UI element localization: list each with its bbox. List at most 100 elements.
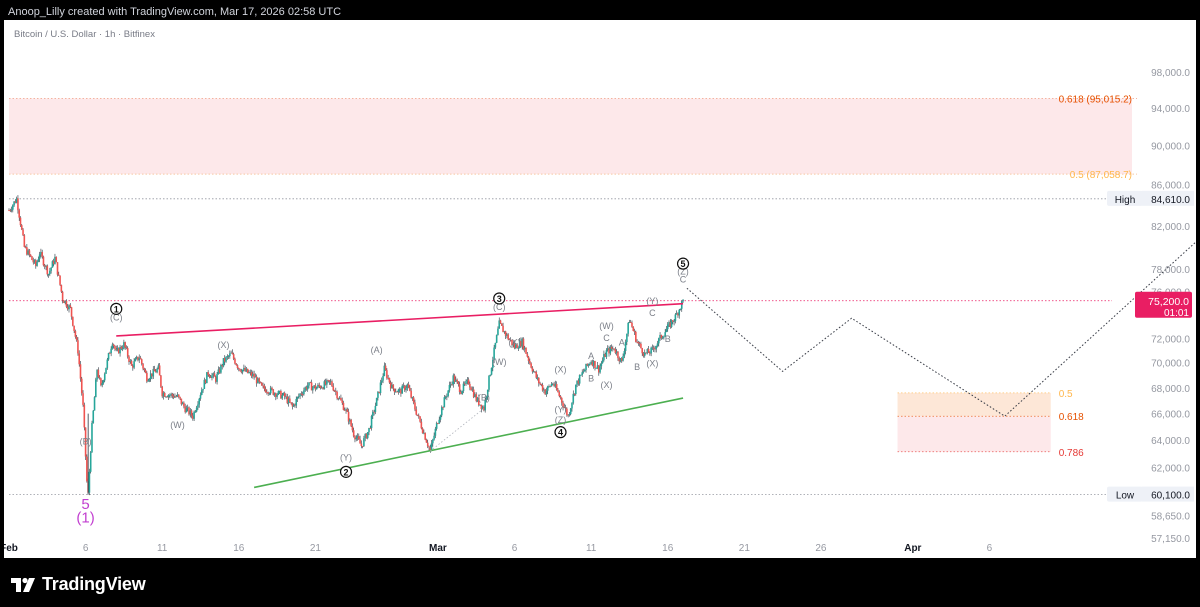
- candle-body: [290, 402, 292, 404]
- candle-body: [13, 201, 15, 206]
- candle-body: [128, 356, 130, 362]
- candle-body: [146, 372, 148, 382]
- candle-body: [396, 391, 398, 393]
- candle-body: [114, 346, 116, 349]
- candle-body: [382, 375, 384, 381]
- candle-body: [254, 376, 257, 378]
- wave-label: B: [634, 362, 640, 372]
- candle-body: [649, 352, 651, 354]
- candle-body: [64, 300, 66, 304]
- candle-body: [416, 414, 419, 416]
- candle-body: [74, 330, 77, 337]
- candle-body: [306, 385, 309, 390]
- candle-body: [68, 305, 70, 310]
- candle-body: [659, 334, 661, 339]
- candle-body: [215, 376, 217, 382]
- candle-body: [417, 415, 420, 417]
- candle-body: [613, 348, 615, 350]
- time-tick-label: 6: [83, 543, 89, 554]
- tradingview-logo-icon: [11, 577, 35, 592]
- candle-body: [628, 322, 631, 323]
- time-tick-label: 6: [512, 543, 518, 554]
- price-axis: 98,000.0 94,000.0 90,000.0 86,000.0 82,000.0…: [1107, 68, 1194, 545]
- wave-label: (X): [555, 365, 567, 375]
- candle-body: [619, 358, 622, 362]
- candle-body: [138, 357, 141, 361]
- current-price-label: 75,200.0: [1148, 296, 1189, 308]
- candle-body: [434, 428, 437, 436]
- candle-body: [156, 368, 158, 373]
- candle-body: [502, 325, 504, 333]
- candle-body: [337, 398, 340, 400]
- candle-body: [581, 372, 584, 375]
- candle-body: [642, 353, 645, 356]
- wave-label: B: [588, 373, 594, 383]
- wave-label: (X): [646, 358, 658, 368]
- candle-body: [493, 347, 495, 360]
- candle-body: [132, 365, 134, 368]
- candle-body: [181, 402, 184, 405]
- candle-body: [622, 356, 624, 361]
- candle-body: [303, 390, 305, 395]
- price-chart[interactable]: Bitcoin / U.S. Dollar · 1h · Bitfinex 0.6…: [4, 20, 1196, 558]
- level-tag-label: Low: [1116, 491, 1135, 502]
- time-axis: Feb 6 11 16 21 Mar 6 11 16 21 26 Apr 6: [4, 543, 993, 554]
- candle-body: [629, 322, 632, 323]
- candle-body: [271, 387, 273, 390]
- candle-body: [227, 356, 230, 357]
- candle-body: [95, 379, 97, 398]
- candle-body: [583, 369, 586, 372]
- candle-body: [668, 322, 670, 325]
- candle-body: [645, 352, 647, 354]
- candle-body: [272, 389, 275, 395]
- candle-body: [372, 411, 374, 417]
- candle-body: [352, 430, 355, 437]
- candle-body: [218, 369, 221, 373]
- candle-body: [498, 320, 501, 329]
- price-tick-label: 98,000.0: [1151, 68, 1190, 79]
- candle-body: [269, 387, 272, 394]
- candle-body: [525, 347, 527, 354]
- candle-body: [223, 358, 226, 362]
- candle-body: [643, 352, 646, 356]
- candle-body: [346, 409, 349, 412]
- candle-body: [244, 367, 246, 372]
- candle-body: [403, 385, 406, 391]
- candle-body: [83, 404, 86, 428]
- chart-panel[interactable]: Bitcoin / U.S. Dollar · 1h · Bitfinex 0.6…: [4, 20, 1196, 558]
- candle-body: [162, 392, 165, 397]
- fib-box-label: 0.786: [1059, 448, 1084, 459]
- time-tick-label: Apr: [904, 543, 921, 554]
- candle-body: [257, 378, 259, 384]
- candle-body: [308, 382, 310, 386]
- wave-label: C: [603, 333, 610, 343]
- candle-body: [248, 372, 250, 374]
- candle-body: [328, 380, 331, 382]
- price-badge-bg: [1142, 486, 1194, 502]
- fib-box-upper: [897, 392, 1051, 417]
- candle-body: [275, 393, 277, 397]
- candle-body: [603, 354, 605, 361]
- candle-body: [485, 396, 488, 400]
- candle-body: [185, 408, 188, 413]
- fib-level-label: 0.5 (87,058.7): [1070, 170, 1132, 181]
- candle-body: [10, 209, 13, 211]
- candle-body: [541, 385, 544, 391]
- candle-body: [230, 352, 232, 354]
- candle-body: [641, 348, 644, 354]
- footer: TradingView: [10, 572, 146, 596]
- candle-body: [600, 363, 603, 367]
- wave-label: A: [588, 351, 594, 361]
- candle-body: [670, 320, 673, 328]
- candle-body: [69, 305, 72, 308]
- candle-body: [80, 378, 83, 394]
- candle-body: [35, 260, 37, 266]
- candle-body: [419, 416, 421, 422]
- candle-body: [106, 359, 109, 368]
- candle-body: [356, 436, 359, 438]
- candle-body: [506, 334, 508, 336]
- candle-body: [624, 342, 627, 351]
- candle-body: [438, 419, 441, 424]
- candle-body: [456, 379, 458, 382]
- candle-body: [130, 360, 133, 366]
